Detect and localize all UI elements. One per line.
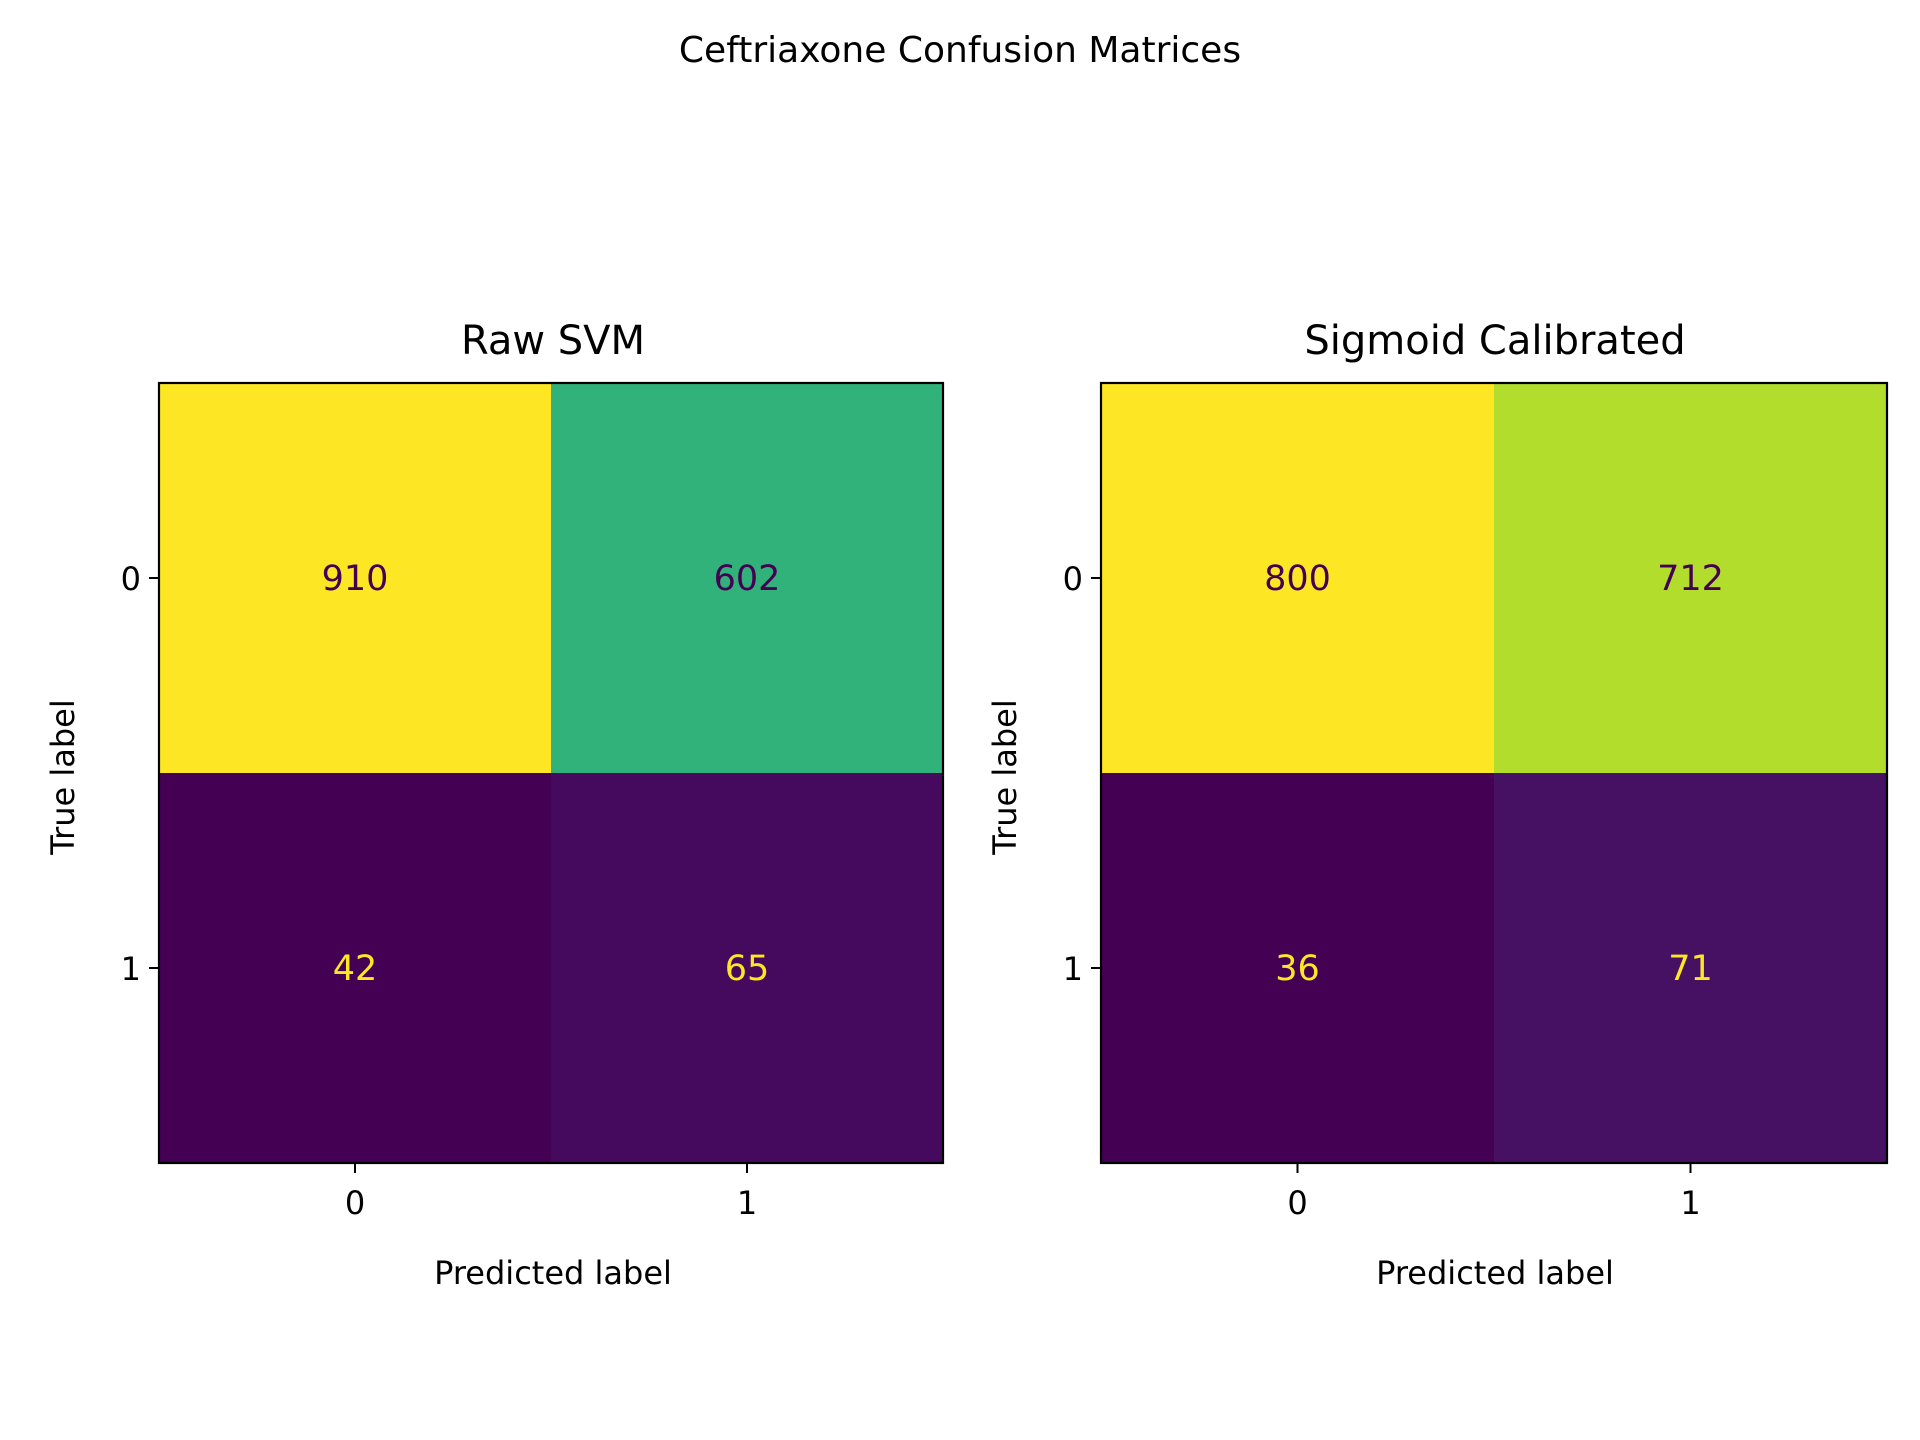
- cell-value-label: 71: [1668, 949, 1713, 989]
- heatmap-cell: [1101, 383, 1494, 773]
- heatmap-cell: [551, 773, 943, 1163]
- heatmap-cell: [551, 383, 943, 773]
- y-tick-label: 1: [121, 950, 141, 988]
- x-axis-label: Predicted label: [434, 1254, 672, 1292]
- cell-value-label: 65: [725, 949, 770, 989]
- y-tick-label: 1: [1063, 950, 1083, 988]
- panel-title: Raw SVM: [461, 318, 645, 364]
- cell-value-label: 712: [1657, 559, 1724, 599]
- cell-value-label: 602: [714, 559, 781, 599]
- heatmap-cell: [1494, 383, 1887, 773]
- x-tick-label: 1: [737, 1184, 757, 1222]
- heatmap-cell: [1101, 773, 1494, 1163]
- figure-suptitle: Ceftriaxone Confusion Matrices: [679, 30, 1241, 71]
- confusion-matrix-panel-sigmoid-calibrated: Sigmoid Calibrated Predicted label True …: [986, 318, 1889, 1292]
- x-axis-label: Predicted label: [1376, 1254, 1614, 1292]
- cell-value-label: 42: [333, 949, 378, 989]
- heatmap-cell: [159, 383, 551, 773]
- y-tick-label: 0: [121, 560, 141, 598]
- y-axis-label: True label: [44, 699, 82, 856]
- cell-value-label: 910: [322, 559, 389, 599]
- axes-frame: [1099, 381, 1889, 1165]
- panel-title: Sigmoid Calibrated: [1304, 318, 1685, 364]
- y-axis-label: True label: [986, 699, 1024, 856]
- x-tick-label: 0: [345, 1184, 365, 1222]
- heatmap-cell: [159, 773, 551, 1163]
- cell-value-label: 36: [1275, 949, 1320, 989]
- y-tick-label: 0: [1063, 560, 1083, 598]
- cell-value-label: 800: [1264, 559, 1331, 599]
- x-tick-label: 0: [1287, 1184, 1307, 1222]
- x-tick-label: 1: [1680, 1184, 1700, 1222]
- confusion-matrix-panel-raw-svm: Raw SVM Predicted label True label 910 60…: [44, 318, 945, 1292]
- heatmap-cell: [1494, 773, 1887, 1163]
- axes-frame: [157, 381, 945, 1165]
